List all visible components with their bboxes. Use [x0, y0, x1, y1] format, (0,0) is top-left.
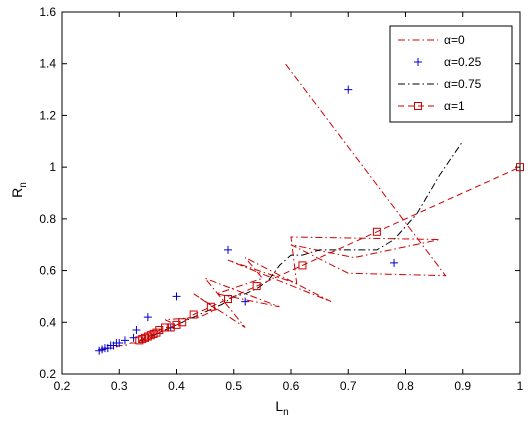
x-tick-label: 0.9 [454, 379, 471, 393]
legend-item: α=0.25 [414, 55, 482, 69]
data-point [252, 282, 261, 291]
data-point [189, 310, 198, 319]
series-0 [101, 63, 447, 352]
x-tick-label: 0.8 [397, 379, 414, 393]
data-point [172, 292, 181, 301]
legend-label: α=1 [444, 99, 465, 113]
data-point [166, 323, 175, 332]
x-tick-label: 1 [517, 379, 524, 393]
series-2 [139, 141, 464, 341]
x-tick-label: 0.7 [340, 379, 357, 393]
data-point [224, 245, 233, 254]
data-point [155, 326, 164, 335]
y-axis-label: Rn [9, 182, 29, 198]
data-point [141, 333, 150, 342]
legend-marker [414, 58, 422, 66]
x-tick-label: 0.6 [283, 379, 300, 393]
data-point [298, 261, 307, 270]
legend-label: α=0.75 [444, 77, 482, 91]
x-tick-label: 0.2 [54, 379, 71, 393]
data-point [143, 332, 152, 341]
x-tick-label: 0.3 [111, 379, 128, 393]
series-group [95, 63, 524, 355]
x-tick-label: 0.4 [168, 379, 185, 393]
x-axis-label: Ln [275, 398, 288, 418]
legend-marker [414, 102, 422, 110]
data-point [115, 338, 124, 347]
x-tick-label: 0.5 [225, 379, 242, 393]
data-point [161, 323, 170, 332]
data-point [172, 320, 181, 329]
legend-label: α=0 [444, 33, 465, 47]
y-tick-label: 1.4 [39, 57, 56, 71]
data-point [129, 333, 138, 342]
series-3 [135, 163, 524, 345]
data-point [516, 163, 524, 172]
data-point [344, 85, 353, 94]
data-point [146, 331, 155, 340]
series-line [139, 141, 464, 341]
y-tick-label: 1.2 [39, 108, 56, 122]
y-tick-label: 1 [49, 160, 56, 174]
y-tick-label: 1.6 [39, 5, 56, 19]
data-point [132, 326, 141, 335]
data-point [178, 318, 187, 327]
y-tick-label: 0.4 [39, 315, 56, 329]
data-point [135, 336, 144, 345]
legend: α=0 α=0.25 α=0.75 α=1 [389, 25, 513, 123]
data-point [241, 297, 250, 306]
legend-item: α=0 [398, 33, 465, 47]
legend-item: α=0.75 [398, 77, 482, 91]
data-point [206, 302, 215, 311]
series-line [101, 63, 447, 352]
series-1 [95, 85, 399, 355]
data-point [372, 227, 381, 236]
tick-labels: 0.2 0.3 0.4 0.5 0.6 0.7 0.8 0.9 1 0.2 0.4 0.6 0.8 1 1.… [39, 5, 523, 393]
data-point [143, 313, 152, 322]
data-point [120, 336, 129, 345]
axes [61, 11, 521, 375]
axis-labels: Ln Rn [9, 182, 289, 418]
data-point [224, 295, 233, 304]
data-point [138, 335, 147, 344]
data-point [152, 328, 161, 337]
legend-item: α=1 [398, 99, 465, 113]
y-tick-label: 0.8 [39, 212, 56, 226]
data-point [390, 258, 399, 267]
y-tick-label: 0.2 [39, 367, 56, 381]
series-line [139, 166, 521, 341]
legend-label: α=0.25 [444, 55, 482, 69]
y-tick-label: 0.6 [39, 264, 56, 278]
